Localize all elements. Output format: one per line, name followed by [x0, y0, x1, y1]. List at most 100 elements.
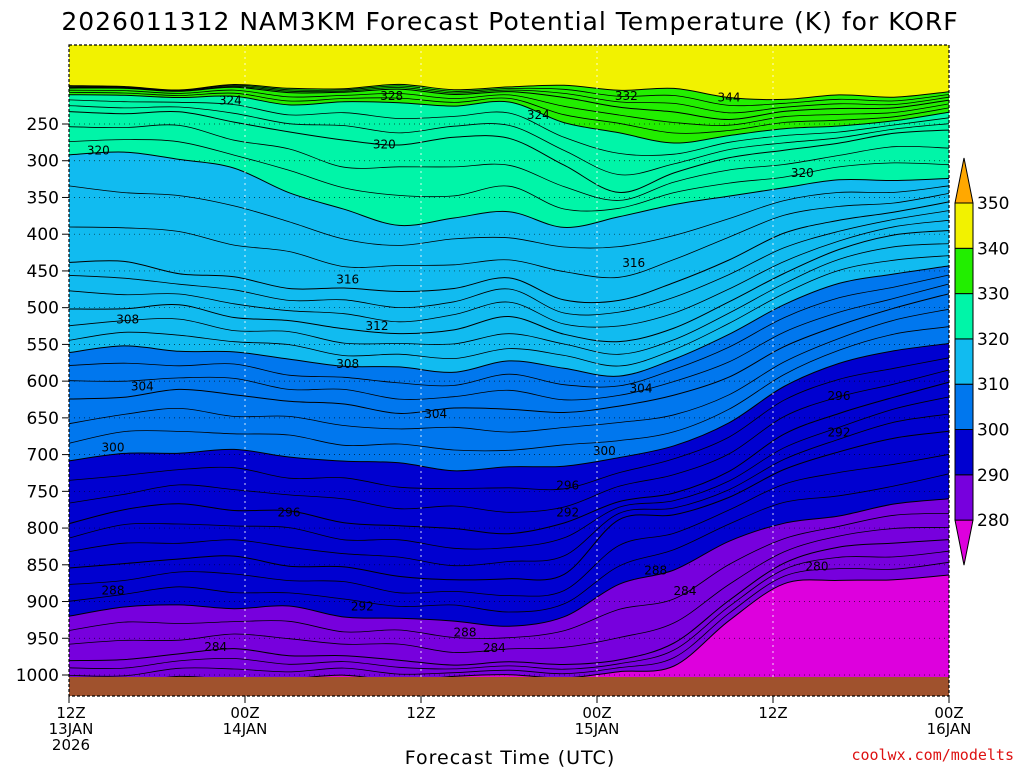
contour-label: 304 [131, 379, 154, 393]
y-tick-label: 550 [27, 335, 59, 355]
colorbar-upper-arrow [954, 157, 974, 204]
isentrope-minor [69, 219, 949, 328]
isentrope-minor [69, 124, 949, 201]
contour-label: 328 [380, 89, 403, 103]
y-tick-label: 1000 [16, 666, 59, 686]
colorbar-label: 300 [977, 421, 1009, 441]
contour-label: 284 [204, 640, 227, 654]
isentrope-minor [69, 92, 949, 134]
y-tick-label: 900 [27, 593, 59, 613]
isentrope-minor [69, 326, 949, 452]
contour-label: 304 [424, 407, 447, 421]
y-tick-label: 300 [27, 152, 59, 172]
x-tick-label: 00Z [230, 704, 259, 722]
x-axis-label: Forecast Time (UTC) [405, 747, 615, 768]
isentrope-minor [69, 84, 949, 107]
isentrope-minor [69, 396, 949, 550]
isentrope-minor [69, 185, 949, 249]
contour-label: 288 [102, 584, 125, 598]
colorbar-swatch [954, 383, 974, 431]
contour-label: 300 [593, 444, 616, 458]
colorbar-label: 320 [977, 330, 1009, 350]
colorbar-label: 290 [977, 466, 1009, 486]
colorbar-swatch [954, 474, 974, 521]
isentrope-minor [69, 357, 949, 491]
contour-label: 332 [615, 89, 638, 103]
contour-label: 296 [556, 478, 579, 492]
isentrope-minor [69, 255, 949, 367]
isentrope-minor [69, 473, 949, 613]
gridlines [69, 45, 949, 677]
isentrope-minor [69, 274, 949, 388]
isentrope-minor [69, 105, 949, 176]
y-tick-label: 800 [27, 519, 59, 539]
ground-strip [69, 677, 949, 696]
isentrope-minor [69, 308, 949, 433]
contour-label: 316 [336, 273, 359, 287]
isentrope-minor [69, 561, 949, 677]
contour-label: 324 [219, 93, 242, 107]
isentrope-layer [69, 83, 949, 684]
isentrope-minor [69, 193, 949, 279]
y-tick-label: 250 [27, 115, 59, 135]
colorbar-swatch [954, 338, 974, 385]
contour-label: 284 [483, 641, 506, 655]
isentrope-328 [69, 94, 949, 144]
isentrope-minor [69, 513, 949, 639]
isentrope-minor [69, 550, 949, 670]
contour-label: 344 [718, 91, 741, 105]
colorbar-lower-arrow [954, 519, 974, 566]
isentrope-320 [69, 151, 949, 228]
contour-label: 312 [366, 319, 389, 333]
y-tick-label: 450 [27, 262, 59, 282]
contour-label: 296 [278, 506, 301, 520]
contour-label: 320 [87, 143, 110, 157]
x-tick-label: 14JAN [223, 720, 268, 738]
colorbar-label: 310 [977, 375, 1009, 395]
contour-label: 320 [373, 138, 396, 152]
contour-label: 308 [116, 312, 139, 326]
x-tick-label: 13JAN [49, 720, 94, 738]
y-tick-label: 750 [27, 482, 59, 502]
isentrope-minor [69, 89, 949, 126]
y-tick-label: 950 [27, 629, 59, 649]
isentrope-minor [69, 283, 949, 401]
y-tick-label: 400 [27, 225, 59, 245]
colorbar-swatch [954, 429, 974, 476]
isentrope-288 [69, 498, 949, 627]
isentrope-minor [69, 369, 949, 513]
contour-label: 284 [674, 584, 697, 598]
contour-label: 288 [454, 625, 477, 639]
isentrope-296 [69, 381, 949, 535]
isentrope-minor [69, 413, 949, 567]
isentrope-minor [69, 85, 949, 114]
isentrope-312 [69, 230, 949, 343]
isentrope-304 [69, 293, 949, 414]
y-tick-label: 600 [27, 372, 59, 392]
x-tick-label: 16JAN [927, 720, 972, 738]
colorbar-swatch [954, 293, 974, 340]
y-tick-label: 700 [27, 446, 59, 466]
isentrope-284 [69, 539, 949, 666]
isentrope-300 [69, 343, 949, 472]
contour-label: 292 [556, 506, 579, 520]
y-tick-label: 350 [27, 188, 59, 208]
contour-label: 308 [336, 357, 359, 371]
colorbar-label: 280 [977, 511, 1009, 531]
isentrope-minor [69, 99, 949, 156]
isentrope-316 [69, 201, 949, 304]
isentrope-minor [69, 453, 949, 597]
contour-label: 304 [630, 381, 653, 395]
x-tick-label: 15JAN [575, 720, 620, 738]
x-tick-label: 12Z [406, 704, 435, 722]
contour-label: 296 [828, 389, 851, 403]
contour-label: 292 [828, 426, 851, 440]
isentrope-340 [69, 83, 949, 101]
isentrope-minor [69, 210, 949, 316]
contour-label: 320 [791, 166, 814, 180]
y-tick-label: 650 [27, 409, 59, 429]
credit-text: coolwx.com/modelts [851, 746, 1014, 764]
isentrope-292 [69, 430, 949, 581]
